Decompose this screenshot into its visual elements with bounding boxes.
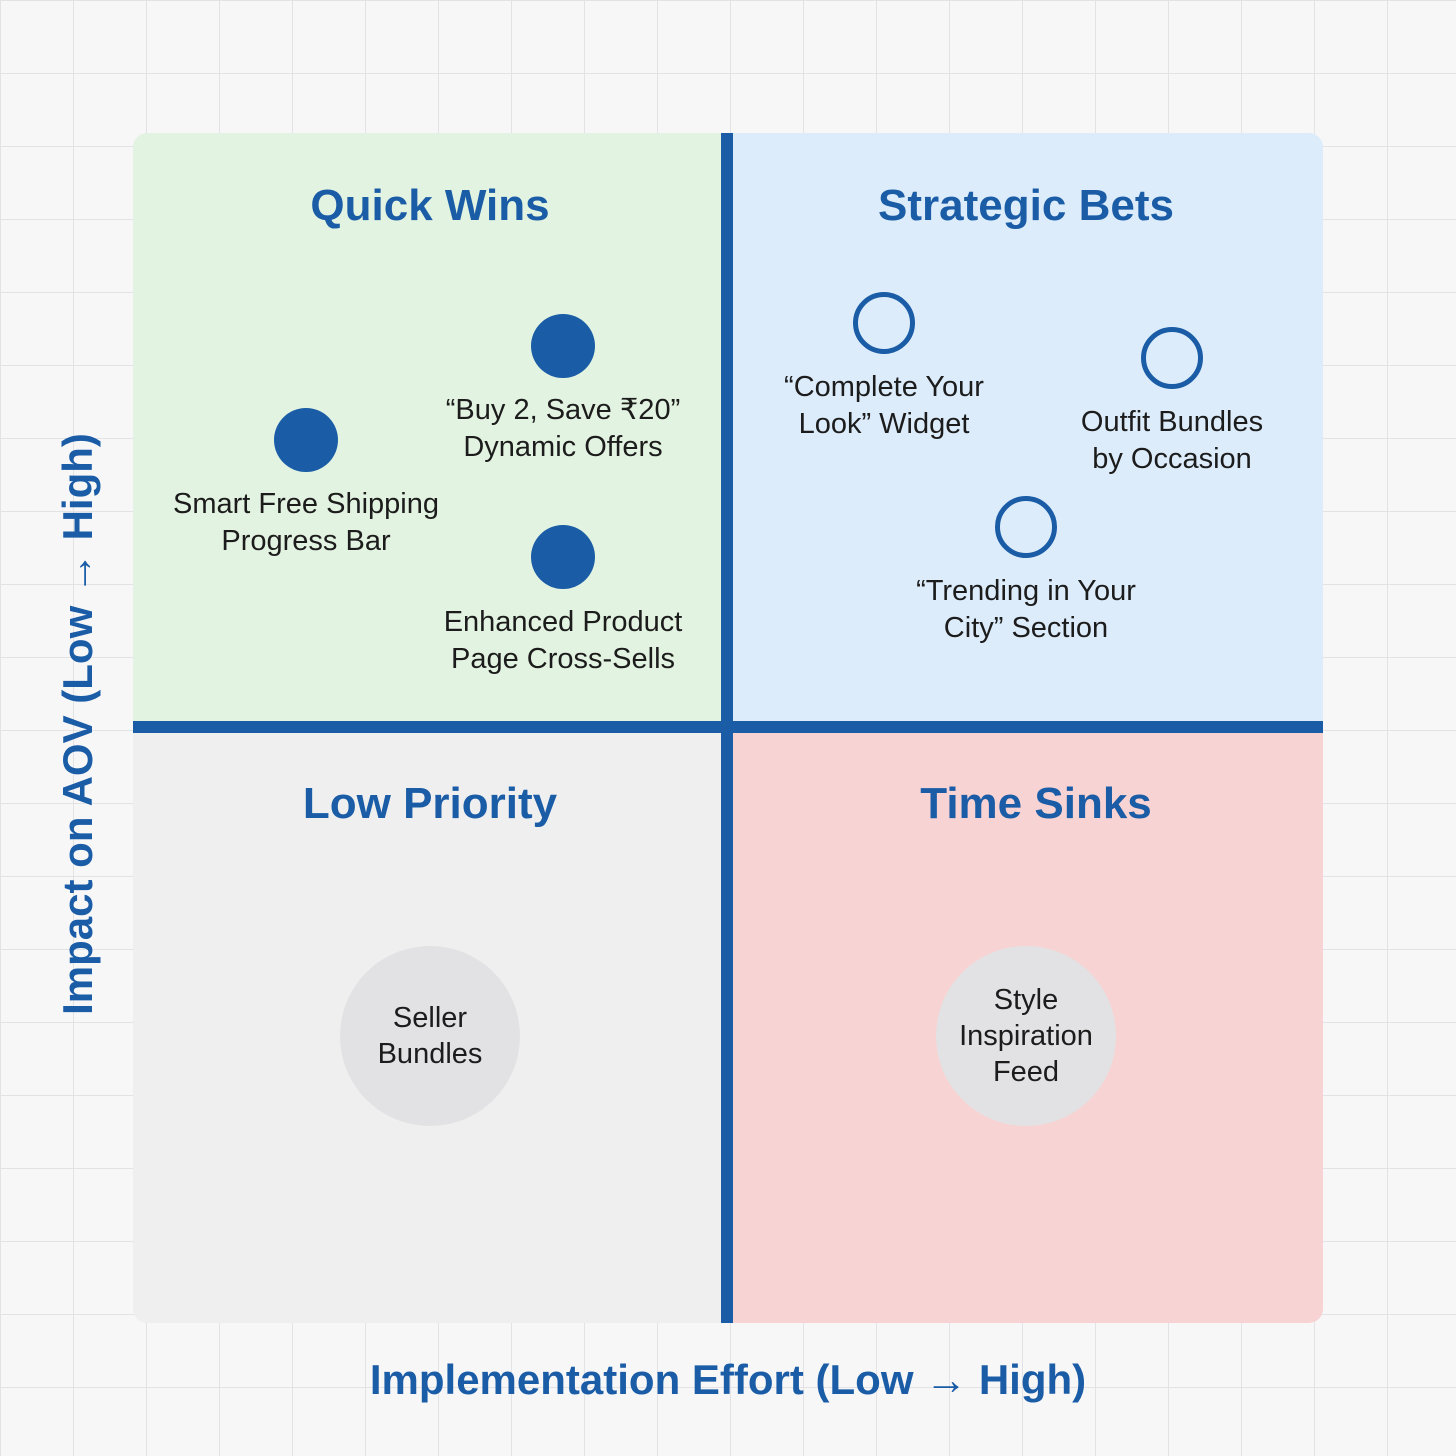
item-label-style: Style Inspiration Feed <box>959 982 1093 1090</box>
item-label-shipping: Smart Free Shipping Progress Bar <box>173 486 439 560</box>
quadrant-title-strategic-bets: Strategic Bets <box>878 181 1174 230</box>
item-label-seller: Seller Bundles <box>378 1000 483 1072</box>
item-label-line: Enhanced Product <box>443 606 683 638</box>
item-bubble-style <box>936 946 1116 1126</box>
item-marker-crosssell <box>531 525 595 589</box>
item-label-line: Bundles <box>377 1038 483 1070</box>
item-label-trending: “Trending in Your City” Section <box>916 573 1136 647</box>
item-label-line: Inspiration <box>959 1020 1093 1052</box>
item-label-complete-look: “Complete Your Look” Widget <box>784 369 984 443</box>
y-axis-label: Impact on AOV (Low → High) <box>54 433 101 1015</box>
item-label-line: Outfit Bundles <box>1080 406 1264 438</box>
item-label-line: City” Section <box>943 612 1109 644</box>
item-label-crosssell: Enhanced Product Page Cross-Sells <box>444 604 683 678</box>
item-label-line: Progress Bar <box>221 525 391 557</box>
item-label-line: “Complete Your <box>784 371 984 403</box>
item-label-line: “Buy 2, Save ₹20” <box>445 394 681 426</box>
item-label-line: Page Cross-Sells <box>450 643 676 675</box>
item-label-line: Feed <box>992 1056 1060 1088</box>
item-label-buy2: “Buy 2, Save ₹20” Dynamic Offers <box>446 392 680 466</box>
quadrant-title-low-priority: Low Priority <box>302 779 558 828</box>
item-label-line: Smart Free Shipping <box>173 488 439 520</box>
item-marker-shipping <box>274 408 338 472</box>
quadrant-quick-wins <box>133 133 721 721</box>
horizontal-axis-divider <box>133 721 1323 733</box>
item-marker-trending <box>995 496 1057 558</box>
quadrant-title-time-sinks: Time Sinks <box>920 779 1152 828</box>
item-marker-outfit <box>1141 327 1203 389</box>
item-bubble-seller <box>340 946 520 1126</box>
item-marker-buy2 <box>531 314 595 378</box>
item-label-line: Seller <box>392 1002 468 1034</box>
item-marker-complete-look <box>853 292 915 354</box>
item-label-line: Look” Widget <box>798 408 970 440</box>
priority-matrix <box>133 133 1323 1323</box>
x-axis-label: Implementation Effort (Low → High) <box>369 1356 1087 1403</box>
item-label-line: by Occasion <box>1092 443 1252 475</box>
item-label-line: “Trending in Your <box>916 575 1136 607</box>
quadrant-strategic-bets <box>733 133 1323 721</box>
item-label-outfit: Outfit Bundles by Occasion <box>1081 404 1263 478</box>
item-label-line: Style <box>993 984 1059 1016</box>
item-label-line: Dynamic Offers <box>463 431 663 463</box>
quadrant-title-quick-wins: Quick Wins <box>310 181 550 230</box>
